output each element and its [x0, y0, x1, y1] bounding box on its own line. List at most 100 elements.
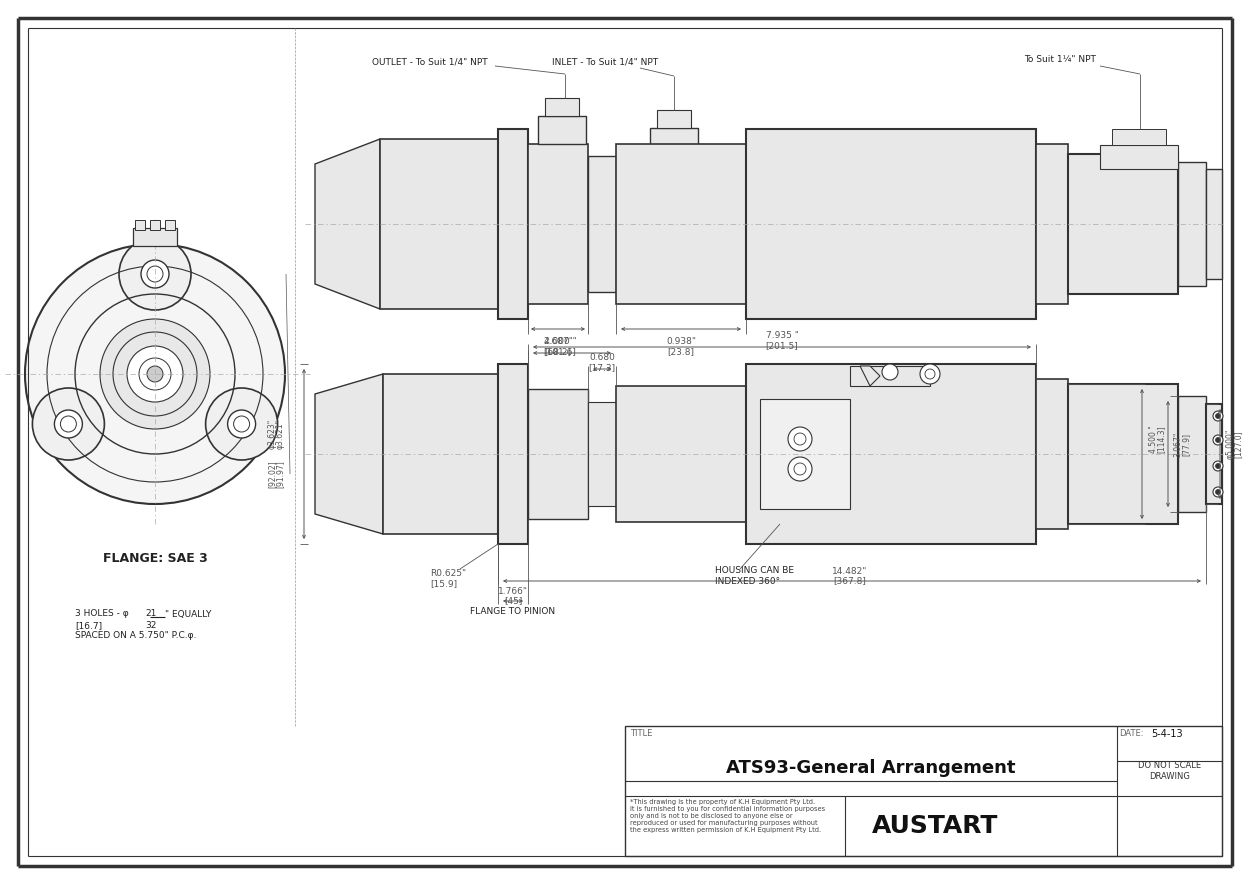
Circle shape [127, 346, 182, 402]
Bar [1112, 129, 1166, 145]
Circle shape [1212, 487, 1222, 497]
Circle shape [788, 427, 812, 451]
Bar [132, 228, 178, 246]
Circle shape [148, 266, 162, 282]
Bar [588, 402, 616, 506]
Bar [135, 220, 145, 230]
Text: φ5.000": φ5.000" [1225, 429, 1235, 459]
Circle shape [1215, 463, 1220, 469]
Bar [760, 399, 850, 509]
Bar [658, 110, 691, 128]
Bar [150, 220, 160, 230]
Text: FLANGE: SAE 3: FLANGE: SAE 3 [102, 552, 208, 566]
Bar [746, 364, 1036, 544]
Bar [588, 156, 616, 292]
Text: [367.8]: [367.8] [834, 576, 866, 585]
Circle shape [228, 410, 255, 438]
Bar [1068, 154, 1178, 294]
Text: TITLE: TITLE [630, 729, 652, 738]
Text: 2.687": 2.687" [542, 338, 572, 347]
Text: DATE:: DATE: [1119, 729, 1144, 738]
Text: [77.9]: [77.9] [1181, 432, 1190, 455]
Circle shape [920, 364, 940, 384]
Text: 3 HOLES - φ: 3 HOLES - φ [75, 609, 129, 619]
Circle shape [1215, 414, 1220, 418]
Circle shape [1215, 490, 1220, 494]
Text: [17.3]: [17.3] [589, 363, 615, 372]
Circle shape [60, 416, 76, 432]
Text: R0.625": R0.625" [430, 569, 466, 578]
Polygon shape [860, 366, 880, 386]
Bar [528, 144, 588, 304]
Bar [616, 144, 746, 304]
Bar [528, 389, 588, 519]
Circle shape [119, 238, 191, 310]
Text: 32: 32 [145, 621, 156, 629]
Bar [1100, 145, 1178, 169]
Bar [538, 116, 586, 144]
Circle shape [55, 410, 82, 438]
Text: 7.935 ": 7.935 " [765, 332, 799, 340]
Circle shape [925, 369, 935, 379]
Text: [16.7]: [16.7] [75, 621, 102, 630]
Text: SPACED ON A 5.750" P.C.φ.: SPACED ON A 5.750" P.C.φ. [75, 631, 196, 641]
Bar [625, 726, 1222, 856]
Polygon shape [315, 374, 382, 534]
Bar [746, 129, 1036, 319]
Text: 0.938": 0.938" [666, 338, 696, 347]
Polygon shape [315, 139, 380, 309]
Circle shape [1212, 435, 1222, 445]
Text: OUTLET - To Suit 1/4" NPT: OUTLET - To Suit 1/4" NPT [372, 57, 488, 66]
Bar [1178, 396, 1206, 512]
Text: 0.680: 0.680 [589, 354, 615, 362]
Bar [1206, 169, 1222, 279]
Text: [114.3]: [114.3] [1156, 425, 1165, 453]
Bar [1178, 162, 1206, 286]
Text: [45]: [45] [504, 597, 522, 606]
Circle shape [788, 457, 812, 481]
Bar [1068, 384, 1178, 524]
Text: 21: 21 [145, 609, 156, 619]
Circle shape [234, 416, 250, 432]
Circle shape [32, 388, 105, 460]
Circle shape [882, 364, 898, 380]
Circle shape [148, 366, 162, 382]
Circle shape [1212, 461, 1222, 471]
Bar [380, 139, 498, 309]
Text: FLANGE TO PINION: FLANGE TO PINION [470, 607, 555, 616]
Circle shape [25, 244, 285, 504]
Bar [498, 364, 528, 544]
Text: 14.482": 14.482" [832, 567, 867, 575]
Circle shape [205, 388, 278, 460]
Text: 4.500 ": 4.500 " [1149, 425, 1158, 453]
Text: 4.000 ": 4.000 " [544, 338, 576, 347]
Bar [498, 129, 528, 319]
Bar [165, 220, 175, 230]
Text: 1.766": 1.766" [498, 586, 528, 596]
Circle shape [1215, 438, 1220, 443]
Text: [92.02]: [92.02] [268, 461, 276, 488]
Bar [850, 366, 930, 386]
Bar [1036, 144, 1068, 304]
Text: ATS93-General Arrangement: ATS93-General Arrangement [726, 759, 1016, 777]
Bar [1206, 404, 1222, 504]
Circle shape [100, 319, 210, 429]
Circle shape [141, 260, 169, 288]
Text: [127.0]: [127.0] [1234, 431, 1242, 458]
Text: " EQUALLY: " EQUALLY [165, 609, 211, 619]
Text: AUSTART: AUSTART [871, 814, 999, 838]
Text: φ3.623": φ3.623" [268, 419, 276, 449]
Bar [616, 386, 746, 522]
Text: [201.5]: [201.5] [765, 341, 799, 350]
Text: HOUSING CAN BE
INDEXED 360°: HOUSING CAN BE INDEXED 360° [715, 567, 794, 586]
Bar [1036, 379, 1068, 529]
Circle shape [1212, 411, 1222, 421]
Text: DO NOT SCALE
DRAWING: DO NOT SCALE DRAWING [1139, 761, 1201, 781]
Bar [382, 374, 498, 534]
Text: [15.9]: [15.9] [430, 580, 457, 589]
Text: [91.97]: [91.97] [275, 461, 285, 488]
Text: [23.8]: [23.8] [668, 347, 695, 356]
Circle shape [794, 463, 806, 475]
Text: 5-4-13: 5-4-13 [1151, 729, 1182, 739]
Bar [545, 98, 579, 116]
